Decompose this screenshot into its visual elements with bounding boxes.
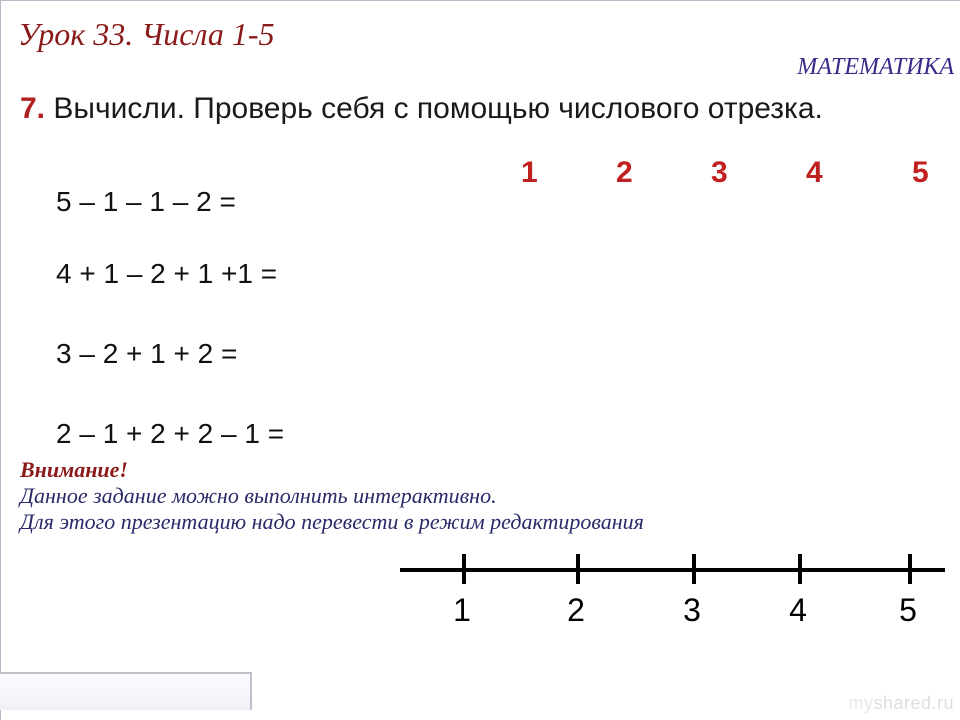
tick-label-4: 4 <box>783 592 813 629</box>
tick-3 <box>692 554 696 584</box>
subject-label: МАТЕМАТИКА <box>797 54 954 81</box>
tick-2 <box>576 554 580 584</box>
tick-1 <box>462 554 466 584</box>
equation-4: 2 – 1 + 2 + 2 – 1 = <box>56 418 284 450</box>
equation-3: 3 – 2 + 1 + 2 = <box>56 338 237 370</box>
drag-number-4[interactable]: 4 <box>806 156 823 190</box>
lesson-title: Урок 33. Числа 1-5 <box>18 16 274 53</box>
task-line: 7. Вычисли. Проверь себя с помощью число… <box>20 92 823 126</box>
tick-label-2: 2 <box>561 592 591 629</box>
tick-4 <box>798 554 802 584</box>
note-line-2: Данное задание можно выполнить интеракти… <box>20 483 497 509</box>
drag-number-3[interactable]: 3 <box>711 156 728 190</box>
slide: Урок 33. Числа 1-5 МАТЕМАТИКА 7. Вычисли… <box>0 0 960 720</box>
watermark-part-2: shared.ru <box>873 693 954 713</box>
equation-1: 5 – 1 – 1 – 2 = <box>56 186 236 218</box>
tick-label-1: 1 <box>447 592 477 629</box>
drag-number-2[interactable]: 2 <box>616 156 633 190</box>
drag-number-1[interactable]: 1 <box>521 156 538 190</box>
number-line: 1 2 3 4 5 <box>400 536 945 656</box>
tick-label-5: 5 <box>893 592 923 629</box>
watermark: myshared.ru <box>848 693 954 714</box>
footer-decoration <box>0 672 252 710</box>
task-text: Вычисли. Проверь себя с помощью числовог… <box>53 92 822 125</box>
tick-5 <box>908 554 912 584</box>
watermark-part-1: my <box>848 693 873 713</box>
task-number: 7. <box>20 92 45 125</box>
drag-number-5[interactable]: 5 <box>912 156 929 190</box>
note-line-3: Для этого презентацию надо перевести в р… <box>20 509 644 535</box>
tick-label-3: 3 <box>677 592 707 629</box>
note-attention: Внимание! <box>20 457 128 483</box>
number-line-axis <box>400 568 945 572</box>
equation-2: 4 + 1 – 2 + 1 +1 = <box>56 258 277 290</box>
